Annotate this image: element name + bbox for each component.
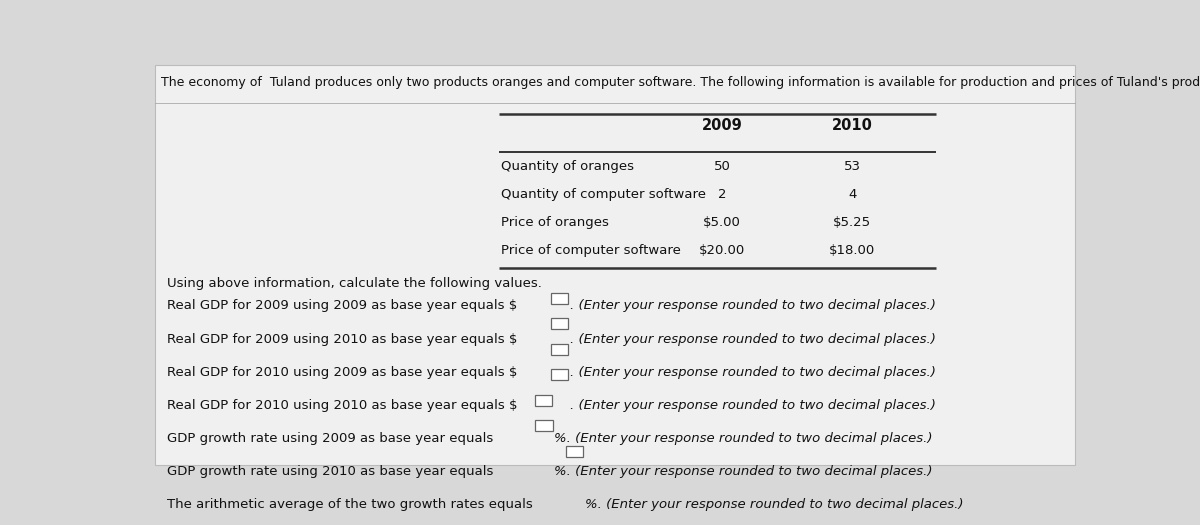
Text: Quantity of computer software: Quantity of computer software — [500, 188, 706, 201]
Text: . (Enter your response rounded to two decimal places.): . (Enter your response rounded to two de… — [570, 399, 936, 412]
Text: Real GDP for 2009 using 2010 as base year equals $: Real GDP for 2009 using 2010 as base yea… — [167, 333, 517, 345]
Text: Quantity of oranges: Quantity of oranges — [500, 160, 634, 173]
FancyBboxPatch shape — [155, 65, 1075, 465]
Text: 4: 4 — [848, 188, 857, 201]
Text: Real GDP for 2010 using 2009 as base year equals $: Real GDP for 2010 using 2009 as base yea… — [167, 366, 517, 379]
FancyBboxPatch shape — [535, 395, 552, 406]
Text: 50: 50 — [714, 160, 731, 173]
Text: %. (Enter your response rounded to two decimal places.): %. (Enter your response rounded to two d… — [554, 465, 932, 478]
FancyBboxPatch shape — [535, 421, 552, 431]
Text: 2010: 2010 — [832, 118, 872, 133]
Text: The economy of  Tuland produces only two products oranges and computer software.: The economy of Tuland produces only two … — [161, 76, 1200, 89]
Text: $5.00: $5.00 — [703, 216, 740, 229]
FancyBboxPatch shape — [566, 446, 583, 457]
Text: Price of computer software: Price of computer software — [500, 245, 680, 257]
Text: Price of oranges: Price of oranges — [500, 216, 608, 229]
FancyBboxPatch shape — [551, 293, 568, 303]
Text: . (Enter your response rounded to two decimal places.): . (Enter your response rounded to two de… — [570, 366, 936, 379]
Text: 2: 2 — [718, 188, 726, 201]
Text: %. (Enter your response rounded to two decimal places.): %. (Enter your response rounded to two d… — [584, 498, 964, 511]
Text: 53: 53 — [844, 160, 860, 173]
Text: The arithmetic average of the two growth rates equals: The arithmetic average of the two growth… — [167, 498, 536, 511]
FancyBboxPatch shape — [551, 318, 568, 329]
Text: %. (Enter your response rounded to two decimal places.): %. (Enter your response rounded to two d… — [554, 432, 932, 445]
Text: Real GDP for 2010 using 2010 as base year equals $: Real GDP for 2010 using 2010 as base yea… — [167, 399, 517, 412]
Text: Using above information, calculate the following values.: Using above information, calculate the f… — [167, 277, 541, 290]
Text: $18.00: $18.00 — [829, 245, 875, 257]
Text: GDP growth rate using 2009 as base year equals: GDP growth rate using 2009 as base year … — [167, 432, 497, 445]
Text: $20.00: $20.00 — [698, 245, 745, 257]
FancyBboxPatch shape — [551, 370, 568, 380]
Text: GDP growth rate using 2010 as base year equals: GDP growth rate using 2010 as base year … — [167, 465, 497, 478]
Text: . (Enter your response rounded to two decimal places.): . (Enter your response rounded to two de… — [570, 299, 936, 312]
Text: . (Enter your response rounded to two decimal places.): . (Enter your response rounded to two de… — [570, 333, 936, 345]
Text: $5.25: $5.25 — [833, 216, 871, 229]
FancyBboxPatch shape — [551, 344, 568, 355]
Text: Real GDP for 2009 using 2009 as base year equals $: Real GDP for 2009 using 2009 as base yea… — [167, 299, 517, 312]
Text: 2009: 2009 — [702, 118, 743, 133]
